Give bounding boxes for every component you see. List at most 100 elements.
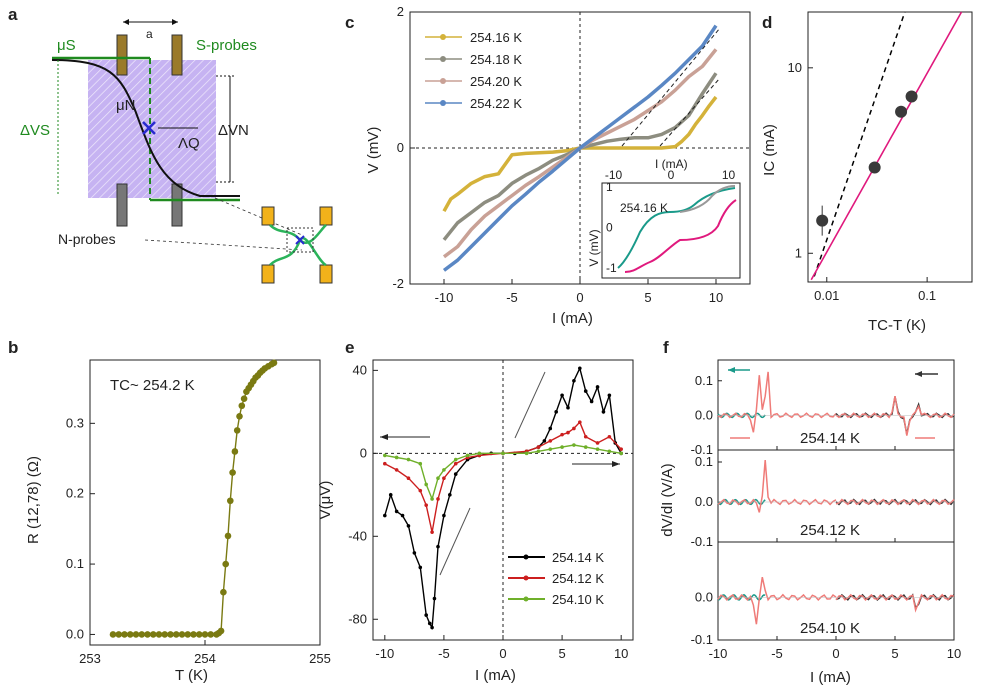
x-tick-label: 254: [194, 651, 216, 666]
d-frame: [807, 11, 973, 283]
f-series-line: [717, 460, 837, 513]
c-inset-xtick: -10: [605, 168, 623, 182]
c-xlabel: I (mA): [552, 310, 593, 327]
c-legend-marker: [440, 56, 446, 62]
d-xlabel: TC-T (K): [868, 317, 926, 334]
f-y-tick-label: -0.1: [691, 442, 713, 457]
b-data-point: [155, 631, 163, 638]
panel-label-a: a: [8, 5, 18, 24]
device-sketch: [261, 206, 333, 284]
e-legend-label: 254.12 K: [552, 571, 604, 586]
b-data-point: [233, 427, 241, 434]
leader-line-bottom: [144, 239, 303, 251]
e-xlabel: I (mA): [475, 667, 516, 684]
c-inset-ytick: 1: [606, 180, 613, 194]
pad-tl: [261, 206, 275, 226]
y-tick-label: 0.1: [66, 556, 84, 571]
f-x-tick-label: -10: [709, 646, 728, 661]
e-ylabel: V(μV): [317, 481, 334, 520]
panel-label-f: f: [663, 338, 669, 357]
b-data-point: [190, 631, 197, 638]
e-legend-marker: [523, 554, 529, 560]
x-tick-label: 253: [79, 651, 101, 666]
b-data-point: [172, 631, 180, 638]
c-inset-title: 254.16 K: [620, 201, 668, 215]
mu-n-curve: [51, 59, 240, 197]
panel-d: 0.01 0.1 1 10 TC-T (K) IC (mA): [761, 11, 973, 334]
f-ylabel: dV/dI (V/A): [659, 463, 676, 536]
f-y-tick-label: -0.1: [691, 534, 713, 549]
b-data-point: [227, 497, 234, 505]
c-legend-marker: [440, 100, 446, 106]
b-data-point: [207, 631, 215, 638]
x-tick-label: 0: [576, 290, 583, 305]
c-ylabel: V (mV): [365, 127, 382, 174]
c-legend-label: 254.22 K: [470, 96, 522, 111]
x-tick-label: 10: [709, 290, 723, 305]
panel-label-d: d: [762, 13, 772, 32]
c-inset-xtick: 0: [668, 168, 675, 182]
b-data-point: [238, 402, 246, 410]
b-xlabel: T (K): [175, 667, 208, 684]
panel-f: -10 -5 0 5 100.10.0-0.10.10.0-0.10.0-0.1 254…: [659, 359, 961, 686]
x-tick-label: -5: [438, 646, 450, 661]
x-tick-label: 0: [499, 646, 506, 661]
s-probe-left: [116, 34, 128, 76]
s-probe-right: [171, 34, 183, 76]
f-y-tick-label: -0.1: [691, 632, 713, 647]
panel-label-c: c: [345, 13, 354, 32]
b-data-point: [126, 631, 134, 638]
mu-n-label: μN: [116, 97, 135, 114]
c-inset-frame: [601, 182, 741, 279]
f-y-tick-label: 0.0: [695, 589, 713, 604]
b-data-point: [149, 631, 157, 638]
panel-a-schematic: a μS S-probes μN ΛQ ΔVS ΔVN N-probes: [20, 19, 333, 284]
x-tick-label: -5: [506, 290, 518, 305]
x-tick-label: -10: [375, 646, 394, 661]
y-tick-label: -40: [348, 528, 367, 543]
y-tick-label: 0.3: [66, 415, 84, 430]
d-dashed-line: [813, 11, 906, 277]
e-arrow-up-right: [514, 371, 546, 439]
device-cross-icon: [295, 235, 305, 245]
c-series-line: [442, 24, 718, 272]
f-x-tick-label: -5: [771, 646, 783, 661]
pad-tr: [319, 206, 333, 226]
b-data-point: [184, 631, 192, 638]
x-tick-label: -10: [435, 290, 454, 305]
f-series-line: [835, 593, 955, 610]
b-data-point: [121, 631, 128, 638]
f-sub1-label: 254.14 K: [800, 430, 860, 447]
e-arrow-left-head: [380, 434, 388, 440]
lambda-q-label: ΛQ: [178, 135, 200, 152]
c-inset-ylabel: V (mV): [587, 229, 601, 266]
a-arrowheads: [123, 19, 178, 25]
y-tick-label: 0: [360, 445, 367, 460]
c-series-line: [442, 72, 718, 241]
b-data-point: [217, 627, 225, 635]
y-tick-label: 0.0: [66, 626, 84, 641]
c-fit-dash: [621, 27, 721, 147]
b-data-point: [224, 532, 232, 540]
c-legend-label: 254.16 K: [470, 30, 522, 45]
cross-icon: [142, 121, 156, 135]
f-series-line: [717, 576, 837, 625]
y-tick-label: -2: [392, 276, 404, 291]
y-tick-label: 40: [353, 362, 367, 377]
f-series-line: [835, 395, 955, 436]
b-data-point: [132, 631, 140, 638]
pad-br: [319, 264, 333, 284]
y-tick-label: 0.2: [66, 486, 84, 501]
b-series-line: [113, 362, 275, 636]
x-tick-label: 10: [614, 646, 628, 661]
b-ylabel: R (12,78) (Ω): [25, 456, 42, 544]
leader-line-top: [214, 197, 303, 236]
d-data-point: [868, 161, 881, 174]
sample-region: [88, 60, 216, 198]
c-inset-gray: [679, 185, 736, 213]
d-ylabel: IC (mA): [761, 124, 778, 176]
c-inset-ytick: 0: [606, 220, 613, 234]
f-series-line: [717, 498, 766, 506]
e-legend-marker: [523, 596, 529, 602]
